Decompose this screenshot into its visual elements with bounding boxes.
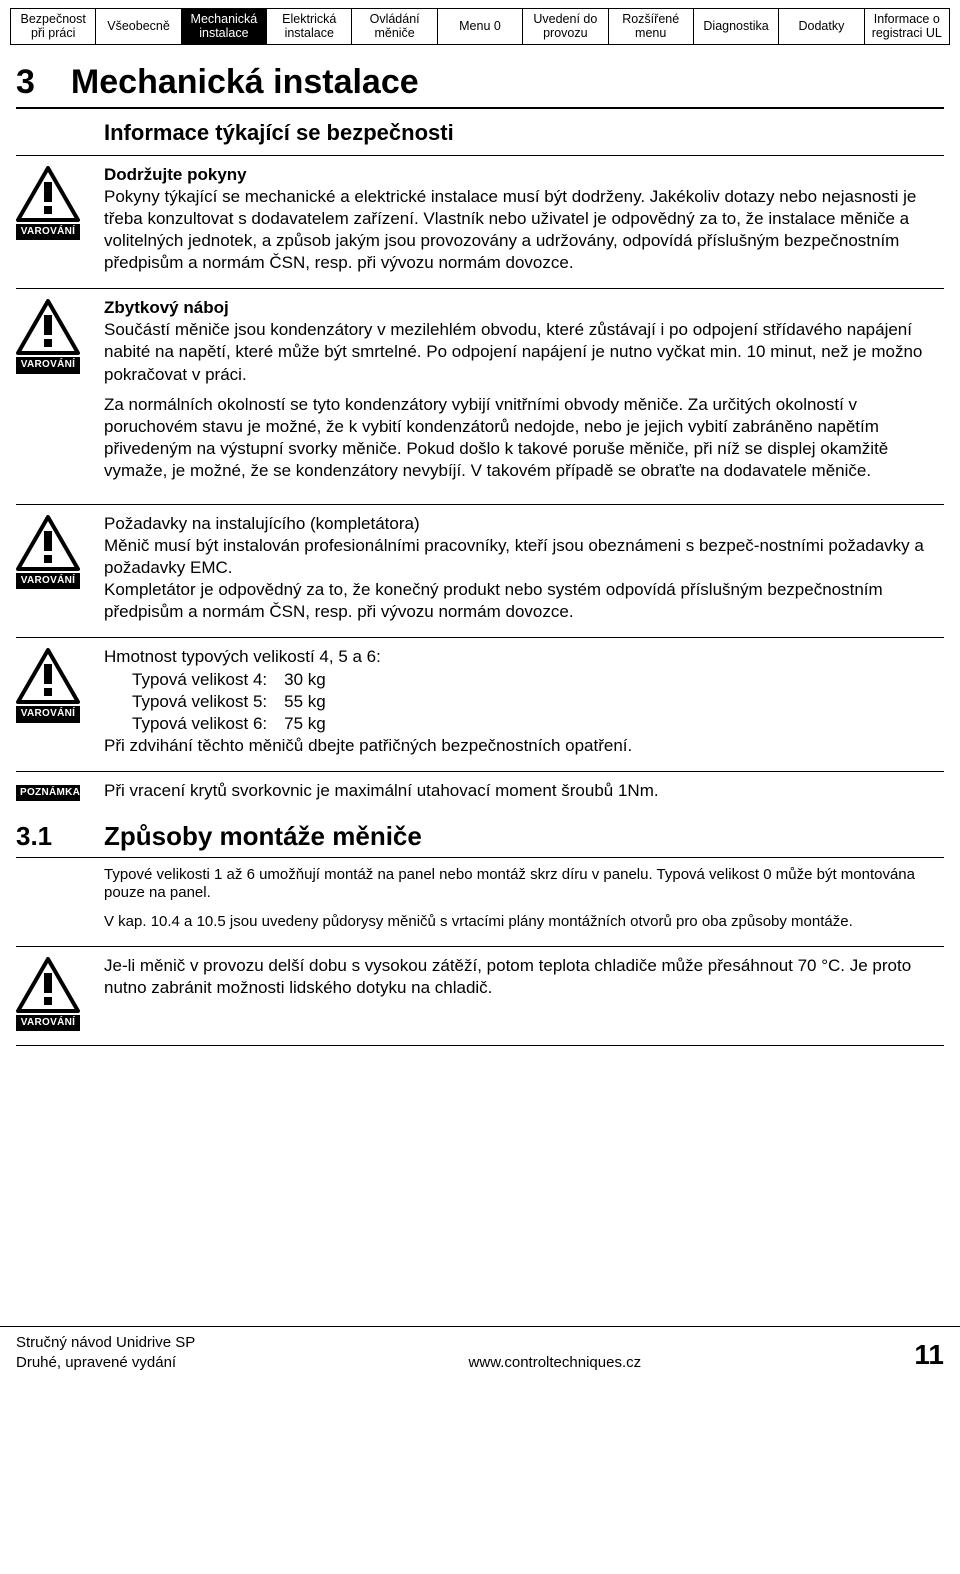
warning-icon-column: VAROVÁNÍ: [16, 646, 104, 723]
footer-url: www.controltechniques.cz: [469, 1354, 642, 1373]
warning-block: VAROVÁNÍ Je-li měnič v provozu delší dob…: [16, 955, 944, 1032]
divider: [16, 857, 944, 858]
warning-body: Měnič musí být instalován profesionálním…: [104, 536, 924, 577]
warning-block: VAROVÁNÍ Hmotnost typových velikostí 4, …: [16, 646, 944, 756]
warning-block: VAROVÁNÍ Požadavky na instalujícího (kom…: [16, 513, 944, 623]
divider: [16, 288, 944, 289]
footer-edition: Druhé, upravené vydání: [16, 1353, 195, 1373]
weights-heading: Hmotnost typových velikostí 4, 5 a 6:: [104, 646, 944, 668]
warning-heading: Dodržujte pokyny: [104, 165, 247, 184]
footer-left: Stručný návod Unidrive SP Druhé, upraven…: [16, 1333, 195, 1372]
warning-body: Za normálních okolností se tyto kondenzá…: [104, 394, 944, 482]
warning-triangle-icon: [16, 515, 80, 571]
nav-tab[interactable]: Bezpečnost při práci: [11, 9, 96, 44]
warning-icon-column: VAROVÁNÍ: [16, 164, 104, 241]
section-paragraph: V kap. 10.4 a 10.5 jsou uvedeny půdorysy…: [104, 913, 944, 932]
footer-page-number: 11: [914, 1337, 944, 1372]
warning-label: VAROVÁNÍ: [16, 1015, 80, 1032]
warning-triangle-icon: [16, 957, 80, 1013]
nav-tab[interactable]: Rozšířené menu: [609, 9, 694, 44]
section-body: Typové velikosti 1 až 6 umožňují montáž …: [104, 866, 944, 932]
divider: [16, 504, 944, 505]
warning-body: Součástí měniče jsou kondenzátory v mezi…: [104, 320, 922, 383]
warning-icon-column: VAROVÁNÍ: [16, 297, 104, 374]
nav-tab[interactable]: Dodatky: [779, 9, 864, 44]
warning-label: VAROVÁNÍ: [16, 706, 80, 723]
note-block: POZNÁMKA Při vracení krytů svorkovnic je…: [16, 780, 944, 802]
weights-tail: Při zdvihání těchto měničů dbejte patřič…: [104, 735, 944, 757]
warning-body: Požadavky na instalujícího (kompletátora…: [104, 514, 420, 533]
page-content: 3 Mechanická instalace Informace týkajíc…: [0, 61, 960, 1047]
section-number: 3.1: [16, 820, 104, 853]
nav-tab[interactable]: Menu 0: [438, 9, 523, 44]
section-title: Způsoby montáže měniče: [104, 820, 422, 853]
weight-row: Typová velikost 6: 75 kg: [104, 713, 944, 735]
warning-text: Hmotnost typových velikostí 4, 5 a 6: Ty…: [104, 646, 944, 756]
nav-tab[interactable]: Všeobecně: [96, 9, 181, 44]
warning-label: VAROVÁNÍ: [16, 224, 80, 241]
weight-row: Typová velikost 4: 30 kg: [104, 669, 944, 691]
divider: [16, 1045, 944, 1046]
warning-label: VAROVÁNÍ: [16, 573, 80, 590]
note-label: POZNÁMKA: [16, 785, 80, 802]
chapter-title: Mechanická instalace: [71, 61, 419, 104]
nav-tab[interactable]: Elektrická instalace: [267, 9, 352, 44]
weight-row: Typová velikost 5: 55 kg: [104, 691, 944, 713]
chapter-heading: 3 Mechanická instalace: [16, 61, 944, 104]
warning-text: Je-li měnič v provozu delší dobu s vysok…: [104, 955, 944, 999]
nav-tab[interactable]: Ovládání měniče: [352, 9, 437, 44]
warning-triangle-icon: [16, 299, 80, 355]
divider: [16, 771, 944, 772]
divider: [16, 946, 944, 947]
warning-label: VAROVÁNÍ: [16, 357, 80, 374]
note-text: Při vracení krytů svorkovnic je maximáln…: [104, 780, 944, 802]
warning-block: VAROVÁNÍ Dodržujte pokyny Pokyny týkajíc…: [16, 164, 944, 274]
warning-triangle-icon: [16, 166, 80, 222]
section-heading: 3.1 Způsoby montáže měniče: [16, 820, 944, 853]
warning-body: Kompletátor je odpovědný za to, že koneč…: [104, 580, 883, 621]
page-footer: Stručný návod Unidrive SP Druhé, upraven…: [0, 1326, 960, 1382]
nav-tab[interactable]: Mechanická instalace: [182, 9, 267, 44]
warning-text: Dodržujte pokyny Pokyny týkající se mech…: [104, 164, 944, 274]
divider: [16, 637, 944, 638]
section-paragraph: Typové velikosti 1 až 6 umožňují montáž …: [104, 866, 944, 904]
note-icon-column: POZNÁMKA: [16, 780, 104, 802]
warning-icon-column: VAROVÁNÍ: [16, 955, 104, 1032]
nav-tab[interactable]: Uvedení do provozu: [523, 9, 608, 44]
warning-icon-column: VAROVÁNÍ: [16, 513, 104, 590]
warning-body: Pokyny týkající se mechanické a elektric…: [104, 187, 916, 272]
nav-tab[interactable]: Informace o registraci UL: [865, 9, 949, 44]
chapter-number: 3: [16, 61, 35, 104]
footer-doc-title: Stručný návod Unidrive SP: [16, 1333, 195, 1353]
warning-text: Požadavky na instalujícího (kompletátora…: [104, 513, 944, 623]
warning-triangle-icon: [16, 648, 80, 704]
nav-tab[interactable]: Diagnostika: [694, 9, 779, 44]
warning-text: Zbytkový náboj Součástí měniče jsou kond…: [104, 297, 944, 490]
divider: [16, 155, 944, 156]
section-subtitle: Informace týkající se bezpečnosti: [104, 119, 944, 147]
warning-block: VAROVÁNÍ Zbytkový náboj Součástí měniče …: [16, 297, 944, 490]
divider: [16, 107, 944, 109]
warning-heading: Zbytkový náboj: [104, 298, 229, 317]
nav-tabs: Bezpečnost při práciVšeobecněMechanická …: [10, 8, 950, 45]
